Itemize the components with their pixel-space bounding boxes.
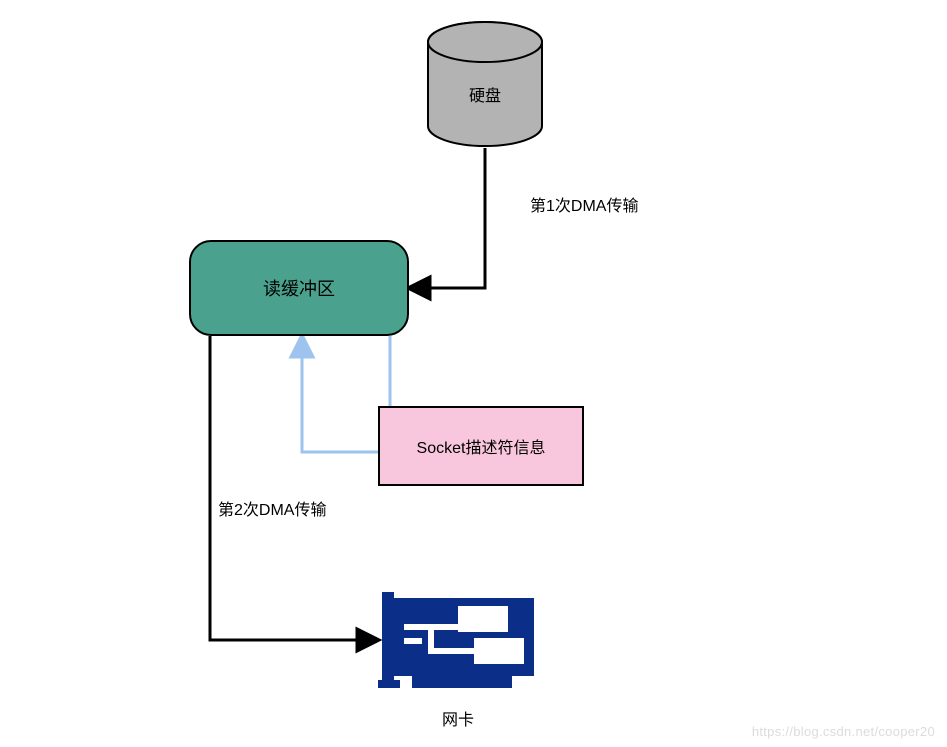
edge-dma2	[210, 336, 378, 640]
edge-socket-to-buffer	[302, 336, 378, 452]
read-buffer-label: 读缓冲区	[263, 275, 335, 301]
watermark: https://blog.csdn.net/cooper20	[752, 724, 935, 739]
socket-label: Socket描述符信息	[417, 434, 546, 458]
node-disk: 硬盘	[426, 20, 544, 148]
label-dma1: 第1次DMA传输	[530, 192, 638, 216]
node-read-buffer: 读缓冲区	[189, 240, 409, 336]
edge-dma1	[409, 148, 485, 288]
disk-label: 硬盘	[426, 82, 544, 106]
label-dma2: 第2次DMA传输	[218, 496, 326, 520]
node-socket: Socket描述符信息	[378, 406, 584, 486]
nic-icon	[378, 592, 538, 692]
diagram-stage: { "canvas": { "width": 947, "height": 74…	[0, 0, 947, 747]
node-nic	[378, 592, 538, 692]
nic-label: 网卡	[378, 706, 538, 730]
